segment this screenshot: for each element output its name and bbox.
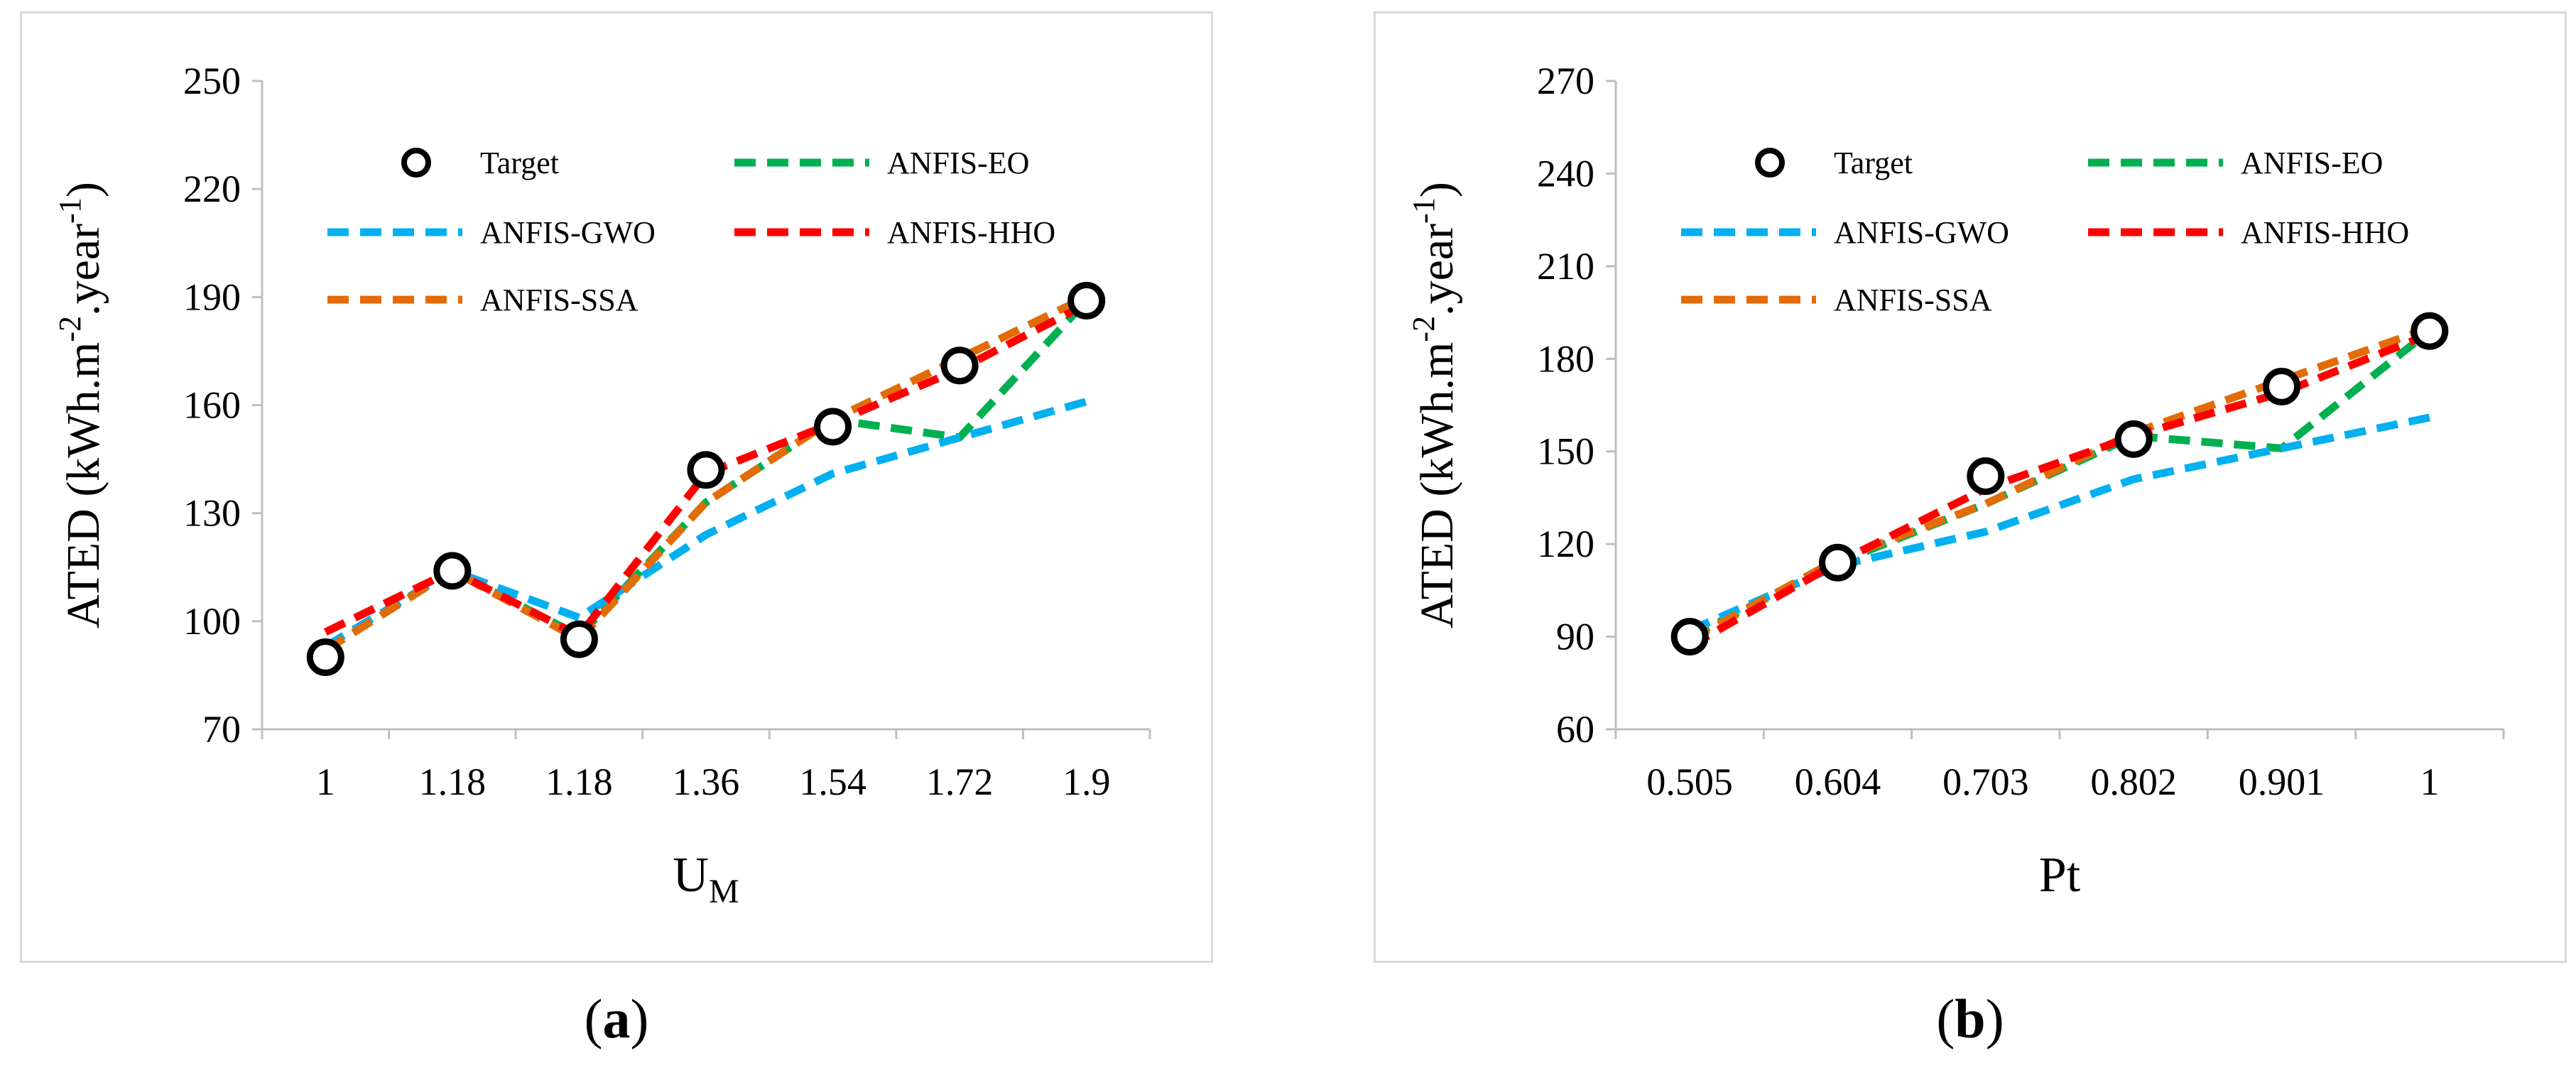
chart-a-svg: 70 100 130 160 190 220 250 1 1.18 1.18 1.36 1.54 1.7… (53, 60, 1151, 910)
chart-b-legend-anfis-hho-label: ANFIS-HHO (2241, 215, 2409, 250)
chart-a-target-point-6 (1067, 281, 1106, 320)
chart-b-series-anfis-hho-line (1688, 330, 2431, 650)
chart-b-legend-anfis-ssa-label: ANFIS-SSA (1834, 283, 1992, 317)
chart-a-x-tick-label-0: 1 (316, 761, 335, 803)
chart-b-svg: 60 90 120 150 180 210 240 270 0.505 0.604 0.703 0.8… (1406, 60, 2505, 903)
chart-b-legend-anfis-eo-label: ANFIS-EO (2241, 146, 2383, 180)
chart-a-target-point-2 (560, 620, 598, 658)
subfigure-letter-a: a (602, 988, 631, 1050)
chart-b-y-tick-label-1: 90 (1556, 616, 1594, 658)
chart-b-x-axis-title: Pt (2039, 848, 2081, 903)
chart-b-target-point-4 (2263, 367, 2300, 405)
chart-b-x-tick-label-1: 0.604 (1795, 761, 1881, 803)
chart-a-x-tick-label-4: 1.54 (799, 761, 866, 803)
chart-a-x-axis-title-main: U (673, 848, 709, 903)
chart-a-y-tick-label-3: 160 (183, 384, 241, 427)
chart-b-target-point-3 (2114, 420, 2153, 458)
chart-b-x-axis-title-main: Pt (2039, 848, 2081, 903)
chart-b-legend-target-marker (1755, 148, 1785, 178)
chart-b-y-tick-label-5: 210 (1537, 245, 1594, 288)
chart-a-y-tick-label-0: 70 (202, 708, 241, 751)
chart-b-x-tick-label-5: 1 (2420, 761, 2439, 803)
chart-b-y-axis-title-end: ) (1411, 182, 1463, 197)
chart-b-y-axis-title-sup1: -2 (1406, 316, 1441, 342)
chart-a-legend-anfis-ssa-label: ANFIS-SSA (480, 283, 638, 317)
chart-a-target-point-0 (306, 638, 344, 677)
chart-b-series-anfis-gwo-line (1688, 413, 2430, 634)
chart-a-legend-anfis-eo-label: ANFIS-EO (887, 146, 1029, 180)
chart-a-x-axis-title-sub: M (709, 873, 739, 910)
chart-a-legend-target-marker (401, 148, 431, 178)
chart-a-legend-anfis-hho-label: ANFIS-HHO (887, 215, 1055, 250)
chart-a-x-axis-title: UM (673, 848, 739, 910)
chart-a-y-axis-title-mid: .year (58, 224, 109, 316)
chart-b-y-axis-title-sup2: -1 (1406, 197, 1441, 224)
chart-a-y-axis-title-end: ) (58, 182, 109, 197)
chart-b-x-tick-label-4: 0.901 (2239, 761, 2325, 803)
chart-b-y-tick-label-6: 240 (1537, 152, 1594, 195)
chart-panel-b: 60 90 120 150 180 210 240 270 0.505 0.604 0.703 0.8… (1374, 11, 2567, 963)
chart-a-target-point-3 (687, 451, 725, 489)
chart-a-legend-anfis-gwo-label: ANFIS-GWO (480, 215, 656, 250)
subfigure-label-a: (a) (584, 988, 649, 1050)
chart-a-y-axis-title-main: ATED (kWh.m (58, 342, 109, 628)
subfigure-letter-b: b (1955, 988, 1986, 1050)
chart-a-x-tick-label-6: 1.9 (1063, 761, 1111, 803)
chart-b-target-point-1 (1819, 543, 1857, 582)
chart-b-y-tick-label-2: 120 (1537, 523, 1594, 565)
chart-a-y-tick-label-1: 100 (183, 600, 241, 643)
chart-b-y-tick-label-7: 270 (1537, 60, 1594, 102)
chart-b-y-axis-title: ATED (kWh.m-2.year-1) (1406, 182, 1463, 628)
chart-a-legend-target-label: Target (480, 146, 559, 180)
chart-b-legend-anfis-gwo-label: ANFIS-GWO (1834, 215, 2009, 250)
chart-b-y-tick-label-3: 150 (1537, 430, 1594, 473)
chart-a-series-anfis-gwo-line (323, 398, 1088, 650)
chart-a-y-axis-title: ATED (kWh.m-2.year-1) (53, 182, 109, 628)
chart-b-target-point-5 (2411, 312, 2449, 350)
chart-b-y-tick-label-0: 60 (1556, 708, 1594, 751)
chart-b-y-tick-label-4: 180 (1537, 337, 1594, 380)
chart-a-y-tick-label-6: 250 (183, 60, 241, 102)
chart-b-legend-target-label: Target (1834, 146, 1913, 180)
chart-a-x-tick-label-5: 1.72 (926, 761, 994, 803)
chart-a-x-tick-label-3: 1.36 (673, 761, 740, 803)
chart-a-x-tick-label-1: 1.18 (419, 761, 487, 803)
chart-b-target-point-2 (1967, 457, 2005, 495)
chart-a-y-tick-label-5: 220 (183, 168, 241, 210)
chart-b-y-axis-title-main: ATED (kWh.m (1411, 342, 1463, 628)
chart-b-x-tick-label-0: 0.505 (1646, 761, 1733, 803)
chart-a-x-tick-label-2: 1.18 (545, 761, 613, 803)
chart-b-y-axis-title-mid: .year (1411, 224, 1463, 316)
chart-a-target-point-5 (940, 347, 979, 385)
chart-b-x-tick-label-2: 0.703 (1942, 761, 2029, 803)
chart-b-target-point-0 (1670, 618, 1709, 656)
chart-panel-a: 70 100 130 160 190 220 250 1 1.18 1.18 1.36 1.54 1.7… (20, 11, 1213, 963)
chart-a-target-point-1 (433, 552, 472, 590)
chart-a-y-tick-label-4: 190 (183, 276, 241, 318)
chart-a-target-point-4 (814, 408, 852, 446)
chart-a-y-axis-title-sup2: -1 (53, 197, 87, 224)
chart-a-y-axis-title-sup1: -2 (53, 316, 87, 342)
subfigure-label-b: (b) (1936, 988, 2004, 1050)
chart-a-y-tick-label-2: 130 (183, 492, 241, 535)
chart-b-x-tick-label-3: 0.802 (2090, 761, 2177, 803)
